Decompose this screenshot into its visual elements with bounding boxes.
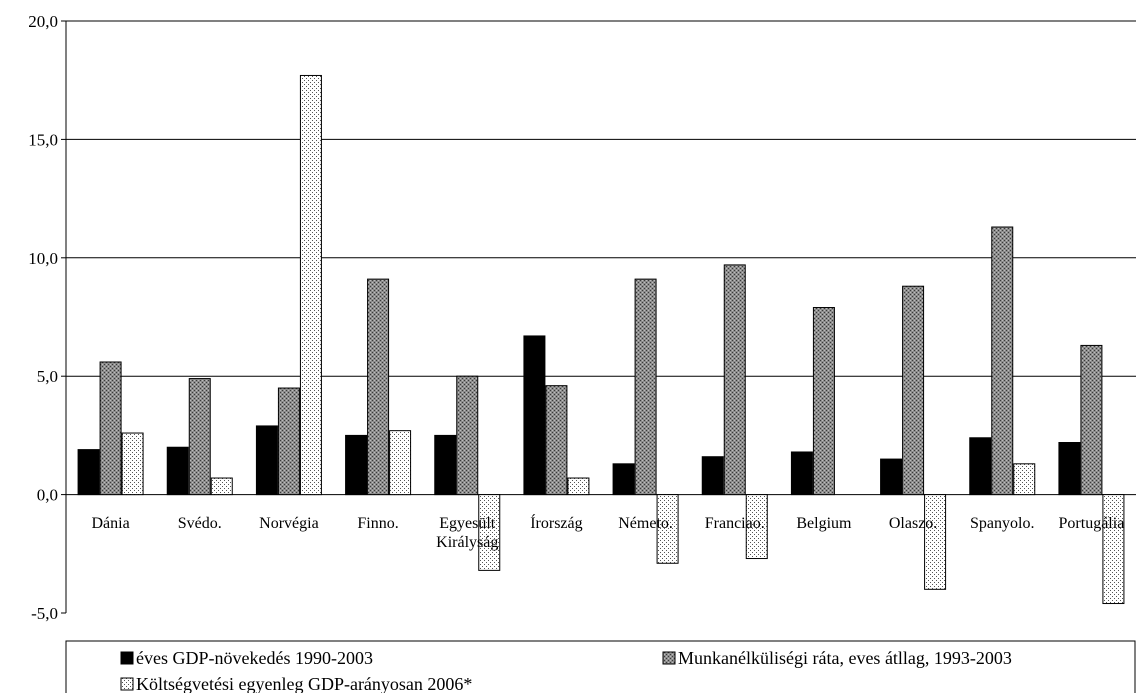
bar: [1013, 463, 1036, 496]
bar: [478, 494, 501, 571]
legend-label: éves GDP-növekedés 1990-2003: [136, 648, 373, 668]
bar: [812, 307, 835, 496]
bar: [367, 278, 390, 496]
bar: [345, 434, 368, 496]
bar: [567, 477, 590, 496]
x-tick-labels: Dánia Svédo. Norvégia Finno. Egyesült Királys…: [91, 513, 1124, 551]
y-tick-label: -5,0: [31, 604, 58, 623]
x-tick-label: Írország: [530, 513, 582, 532]
bar: [188, 378, 211, 496]
bar: [277, 387, 300, 496]
y-tick-label: 0,0: [37, 486, 58, 505]
bar: [1058, 442, 1081, 496]
bar: [924, 494, 947, 590]
bar: [121, 432, 144, 496]
bar: [210, 477, 233, 496]
bar: [255, 425, 278, 496]
bar: [656, 494, 679, 564]
gridlines: [66, 20, 1136, 496]
legend-swatch: [120, 651, 134, 665]
x-tick-label: Belgium: [796, 515, 852, 532]
bar: [299, 74, 322, 496]
x-tick-label: Norvégia: [259, 515, 319, 532]
bar: [634, 278, 657, 496]
bar: [434, 434, 457, 496]
bar: [166, 446, 189, 496]
bar: [456, 375, 479, 496]
x-tick-label: Olaszo.: [889, 515, 937, 532]
bar: [77, 449, 100, 496]
bar: [991, 226, 1014, 496]
bar: [969, 437, 992, 496]
legend: éves GDP-növekedés 1990-2003 Munkanélküli…: [65, 640, 1136, 693]
legend-swatch: [662, 651, 676, 665]
bar: [389, 430, 412, 496]
y-tick-label: 20,0: [28, 12, 58, 31]
x-tick-label: Svédo.: [178, 515, 222, 532]
bar: [523, 335, 546, 496]
legend-label: Költségvetési egyenleg GDP-arányosan 200…: [136, 674, 472, 693]
bar: [880, 458, 903, 496]
x-tick-label: Finno.: [357, 515, 398, 532]
bar: [790, 451, 813, 496]
y-tick-label: 15,0: [28, 130, 58, 149]
y-tick-label: 5,0: [37, 367, 58, 386]
bar: [545, 385, 568, 496]
bar: [612, 463, 635, 496]
y-tick-label: 10,0: [28, 249, 58, 268]
legend-label: Munkanélküliségi ráta, eves átllag, 1993…: [678, 648, 1012, 668]
bar: [1102, 494, 1125, 605]
x-tick-label: Dánia: [91, 515, 129, 532]
x-tick-label: Portugália: [1059, 515, 1125, 532]
bar: [701, 456, 724, 496]
x-tick-label: Németo.: [618, 515, 673, 532]
bar: [1080, 344, 1103, 496]
x-tick-label: Franciao.: [705, 515, 765, 532]
legend-box: [65, 640, 1136, 693]
bar: [723, 264, 746, 496]
bars: [77, 74, 1125, 605]
bar: [99, 361, 122, 496]
legend-swatch: [120, 677, 134, 691]
y-axis: 20,0 15,0 10,0 5,0 0,0 -5,0: [28, 12, 67, 623]
x-tick-label: Egyesült Királyság: [436, 515, 498, 551]
bar: [745, 494, 768, 560]
bar: [902, 285, 925, 496]
x-tick-label: Spanyolo.: [970, 515, 1034, 532]
